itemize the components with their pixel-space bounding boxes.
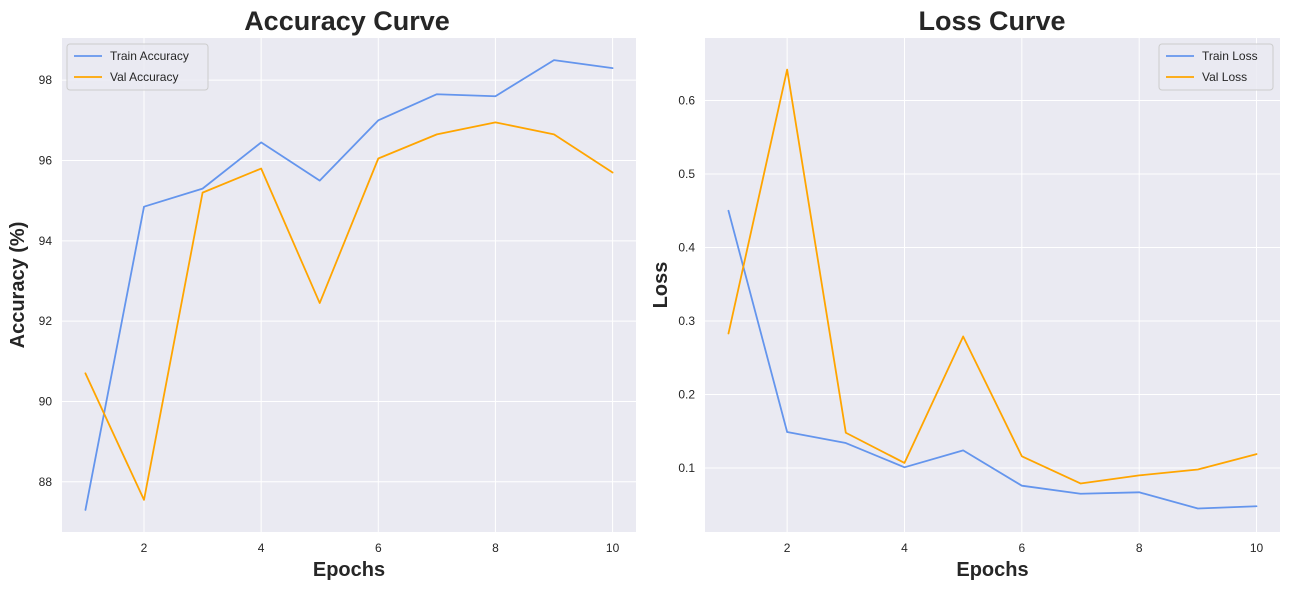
y-tick-label: 98 — [39, 73, 53, 87]
legend-label: Val Accuracy — [110, 70, 178, 84]
legend: Train Accuracy Val Accuracy — [66, 43, 209, 91]
y-axis-title: Loss — [650, 262, 672, 309]
chart-title: Accuracy Curve — [244, 6, 450, 36]
x-tick-label: 4 — [258, 541, 265, 555]
x-tick-label: 8 — [1136, 541, 1143, 555]
legend-box — [66, 43, 209, 91]
x-tick-label: 4 — [901, 541, 908, 555]
y-tick-label: 0.2 — [678, 388, 695, 402]
series-line-1 — [84, 59, 614, 511]
chart-title: Loss Curve — [918, 6, 1065, 36]
chart-panel-2: 2 4 6 8 10 0.1 0.2 0.3 0.4 0.5 0.6 Loss Curve Epochs… — [650, 6, 1280, 581]
legend-label: Val Loss — [1202, 70, 1247, 84]
x-tick-label: 10 — [606, 541, 620, 555]
y-tick-label: 0.6 — [678, 93, 695, 107]
x-axis-title: Epochs — [956, 559, 1028, 581]
x-tick-label: 6 — [1018, 541, 1025, 555]
y-tick-label: 88 — [39, 475, 53, 489]
plot-area — [62, 38, 636, 532]
x-tick-label: 10 — [1250, 541, 1264, 555]
y-tick-label: 90 — [39, 394, 53, 408]
y-tick-label: 92 — [39, 314, 53, 328]
y-tick-label: 0.3 — [678, 314, 695, 328]
x-tick-label: 6 — [375, 541, 382, 555]
x-tick-label: 8 — [492, 541, 499, 555]
y-tick-label: 0.4 — [678, 241, 695, 255]
legend-label: Train Loss — [1202, 49, 1258, 63]
y-axis-title: Accuracy (%) — [7, 222, 29, 349]
x-tick-label: 2 — [141, 541, 148, 555]
y-tick-label: 96 — [39, 153, 53, 167]
x-tick-label: 2 — [784, 541, 791, 555]
chart-panel-1: 2 4 6 8 10 88 90 92 94 96 98 Accuracy Curve Epochs Ac… — [7, 6, 636, 581]
series-line-2 — [727, 68, 1258, 485]
legend: Train Loss Val Loss — [1158, 43, 1274, 91]
series-line-2 — [84, 121, 614, 501]
y-tick-label: 0.1 — [678, 461, 695, 475]
x-axis-title: Epochs — [313, 559, 385, 581]
plot-area — [705, 38, 1280, 532]
series-line-1 — [727, 209, 1258, 510]
y-tick-label: 94 — [39, 234, 53, 248]
y-tick-label: 0.5 — [678, 167, 695, 181]
legend-label: Train Accuracy — [110, 49, 189, 63]
